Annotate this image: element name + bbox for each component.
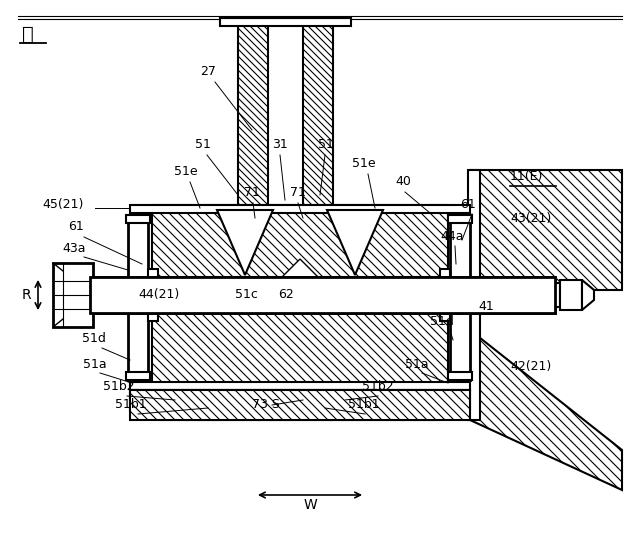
Polygon shape: [217, 210, 273, 275]
Text: 51b2: 51b2: [103, 380, 134, 393]
Text: 61: 61: [460, 198, 476, 211]
Bar: [303, 18, 333, 210]
Text: 51: 51: [195, 138, 211, 151]
Bar: [148, 269, 158, 321]
Bar: [126, 215, 150, 223]
Bar: [448, 372, 472, 380]
Text: 42(21): 42(21): [510, 360, 551, 373]
Text: 51a: 51a: [405, 358, 429, 371]
Text: 51a: 51a: [83, 358, 107, 371]
Text: 51b1: 51b1: [348, 398, 380, 411]
Polygon shape: [130, 390, 470, 420]
Bar: [450, 215, 470, 380]
Text: 51b1: 51b1: [115, 398, 147, 411]
Polygon shape: [327, 210, 383, 275]
Text: 43(21): 43(21): [510, 212, 551, 225]
Text: W: W: [304, 498, 317, 512]
Polygon shape: [470, 170, 622, 290]
Bar: [128, 215, 148, 380]
Polygon shape: [582, 280, 594, 310]
Bar: [468, 170, 480, 420]
Text: 51d: 51d: [82, 332, 106, 345]
Text: 62: 62: [278, 288, 294, 301]
Bar: [220, 18, 351, 26]
Bar: [560, 280, 582, 310]
Text: 41: 41: [478, 300, 493, 313]
Bar: [440, 269, 450, 321]
Text: 71: 71: [290, 186, 306, 199]
Bar: [152, 313, 448, 390]
Bar: [130, 382, 470, 390]
Bar: [152, 205, 448, 277]
Bar: [90, 277, 555, 313]
Bar: [126, 372, 150, 380]
Text: 11(E): 11(E): [510, 170, 543, 183]
Text: 31: 31: [272, 138, 288, 151]
Text: 51: 51: [318, 138, 334, 151]
Bar: [448, 215, 472, 223]
Bar: [130, 390, 470, 420]
Text: 73 S: 73 S: [252, 398, 280, 411]
Text: 51e: 51e: [352, 157, 376, 170]
Text: R: R: [22, 288, 31, 302]
Bar: [53, 263, 93, 327]
Text: 51e: 51e: [174, 165, 198, 178]
Text: 51c: 51c: [235, 288, 258, 301]
Polygon shape: [282, 259, 318, 277]
Text: 40: 40: [395, 175, 411, 188]
Text: 61: 61: [68, 220, 84, 233]
Text: 71: 71: [244, 186, 260, 199]
Text: 44(21): 44(21): [138, 288, 179, 301]
Text: 51d: 51d: [430, 315, 454, 328]
Bar: [470, 283, 560, 307]
Bar: [130, 205, 470, 213]
Text: 45(21): 45(21): [42, 198, 83, 211]
Bar: [238, 18, 268, 210]
Text: 43a: 43a: [62, 242, 86, 255]
Text: 44a: 44a: [440, 230, 463, 243]
Bar: [90, 277, 555, 313]
Text: 27: 27: [200, 65, 216, 78]
Text: 51b2: 51b2: [362, 380, 394, 393]
Text: 左: 左: [22, 26, 34, 44]
Polygon shape: [470, 330, 622, 490]
